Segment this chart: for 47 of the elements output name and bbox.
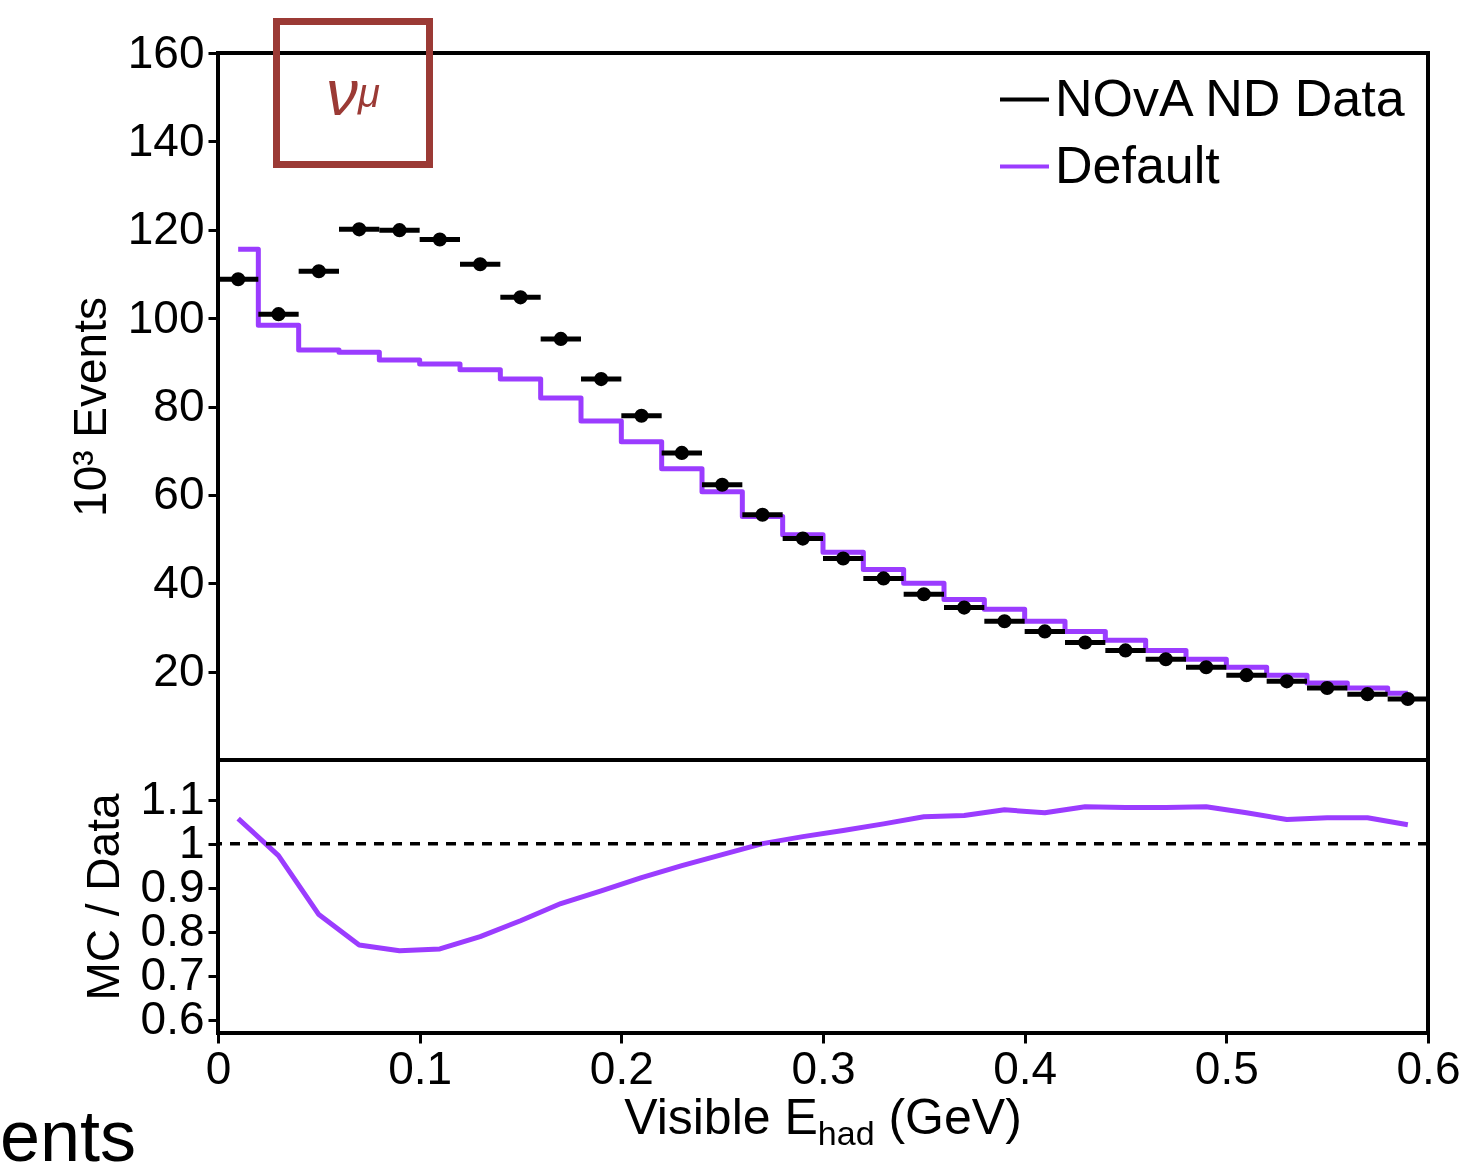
point: [957, 600, 972, 615]
point: [715, 477, 730, 492]
legend-label: Default: [1055, 135, 1221, 194]
point: [553, 331, 568, 346]
y-axis-title: 10³ Events: [63, 297, 116, 517]
point: [1239, 668, 1254, 683]
point: [634, 408, 649, 423]
y-tick-label: 20: [153, 644, 205, 697]
point: [432, 232, 447, 247]
point: [674, 445, 689, 460]
legend-label: NOvA ND Data: [1055, 68, 1405, 127]
y-tick-label: 40: [153, 555, 205, 608]
point: [352, 222, 367, 237]
point: [1400, 691, 1415, 707]
point: [1279, 674, 1294, 689]
point: [1320, 680, 1335, 696]
point: [916, 587, 931, 602]
point: [836, 551, 851, 566]
point: [1078, 635, 1093, 650]
point: [231, 272, 246, 287]
point: [876, 571, 891, 586]
y-tick-label: 140: [127, 113, 205, 166]
text: ents: [0, 1096, 137, 1163]
y-tick-label: 160: [127, 25, 205, 78]
y-tick-label: 100: [127, 290, 205, 343]
point: [392, 223, 407, 238]
x-tick-label: 0.5: [1194, 1041, 1259, 1094]
point: [271, 307, 286, 322]
point: [1360, 687, 1375, 702]
y-axis-title: MC / Data: [76, 793, 129, 1001]
point: [795, 531, 810, 546]
point: [1199, 660, 1214, 675]
y-tick-label: 80: [153, 379, 205, 431]
x-tick-label: 0: [205, 1041, 232, 1094]
point: [594, 372, 609, 387]
point: [755, 507, 770, 522]
x-tick-label: 0.1: [388, 1041, 453, 1094]
point: [1037, 624, 1052, 639]
point: [513, 290, 528, 305]
y-tick-label: 120: [127, 202, 205, 255]
point: [1158, 652, 1173, 667]
point: [311, 264, 326, 279]
point: [997, 614, 1012, 629]
point: [1118, 643, 1133, 658]
point: [473, 257, 488, 272]
x-tick-label: 0.6: [1396, 1041, 1461, 1094]
y-tick-label: 60: [153, 467, 205, 520]
